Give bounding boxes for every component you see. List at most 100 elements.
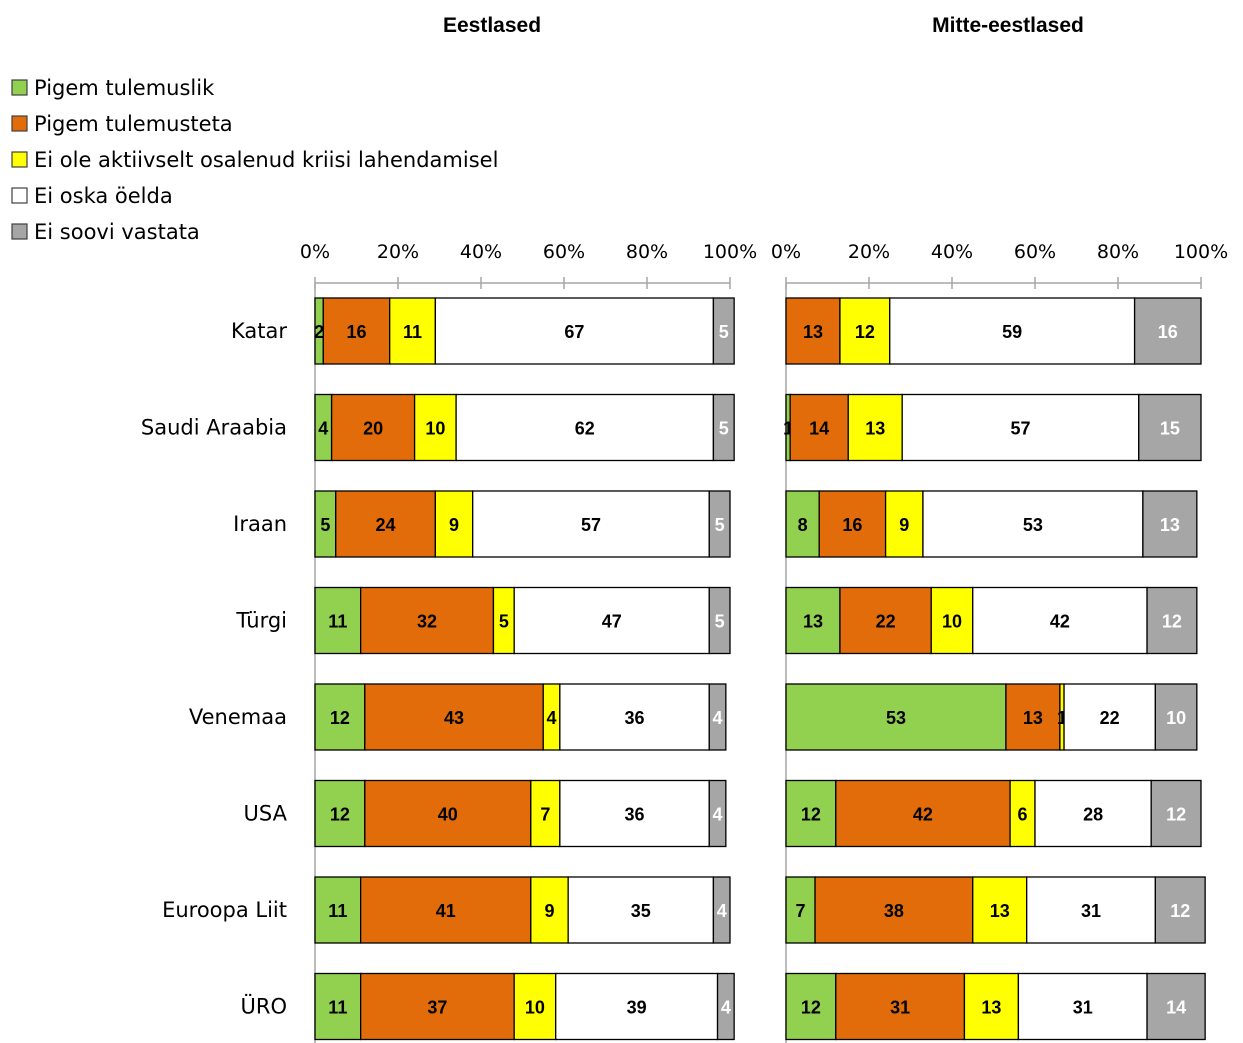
data-label: 16 [842,515,862,535]
category-labels: Katar Saudi Araabia Iraan Türgi Venemaa USA Eu… [141,319,288,1019]
bar-row-katar: 13 12 59 16 [785,297,1202,365]
bar-segment-ei-soovi-vastata [712,393,735,462]
data-label: 37 [427,998,447,1018]
data-label: 20 [363,419,383,439]
data-label: 13 [1160,515,1180,535]
bar-segment-ei-soovi-vastata [712,297,735,365]
data-label: 41 [436,901,456,921]
data-label: 32 [417,612,437,632]
data-label: 47 [602,612,622,632]
bar-segment-pigem-tulemusteta [835,972,966,1041]
data-label: 7 [796,901,806,921]
data-label: 12 [1170,901,1190,921]
data-label: 11 [328,612,347,632]
bar-segment-pigem-tulemuslik [314,586,362,655]
data-label: 36 [625,805,645,825]
data-label: 39 [627,998,647,1018]
bar-segment-ei-oska-oelda [455,393,715,462]
data-label: 16 [346,322,366,342]
bar-segment-ei-soovi-vastata [708,683,727,751]
bar-row-turgi: 11 32 5 47 5 [314,586,731,655]
data-label: 28 [1083,805,1103,825]
data-label: 10 [1166,708,1186,728]
bar-row-usa: 12 40 7 36 4 [314,779,727,848]
data-label: 2 [314,322,324,342]
data-label: 10 [425,419,445,439]
legend: Pigem tulemuslik Pigem tulemusteta Ei ole … [11,76,498,244]
data-label: 31 [890,998,910,1018]
bar-row-iraan: 5 24 9 57 5 [314,490,731,558]
data-label: 1 [783,419,793,439]
data-label: 11 [328,901,347,921]
bar-segment-ei-ole-aktiivselt-osalenud-kriisi-lahendamisel [930,586,974,655]
legend-swatch-pigem-tulemuslik [11,79,28,96]
bar-segment-ei-oska-oelda [555,972,719,1041]
bar-segment-ei-ole-aktiivselt-osalenud-kriisi-lahendamisel [972,876,1028,944]
bar-row-saudi-araabia: 1 14 13 57 15 [783,393,1202,462]
bar-row-euroopa-liit: 11 41 9 35 4 [314,876,731,944]
bar-segment-ei-oska-oelda [1063,683,1157,751]
data-label: 53 [886,708,906,728]
bar-segment-pigem-tulemusteta [814,876,974,944]
data-label: 5 [719,322,729,342]
bar-segment-ei-ole-aktiivselt-osalenud-kriisi-lahendamisel [884,490,924,558]
bar-segment-pigem-tulemusteta [835,779,1011,848]
data-label: 62 [575,419,595,439]
data-label: 13 [990,901,1010,921]
bar-segment-ei-ole-aktiivselt-osalenud-kriisi-lahendamisel [1009,779,1036,848]
bar-segment-pigem-tulemusteta [1005,683,1061,751]
data-label: 42 [913,805,933,825]
legend-swatch-ei-soovi-vastata [11,223,28,240]
data-label: 14 [1166,998,1186,1018]
data-label: 13 [803,612,823,632]
data-label: 11 [328,998,347,1018]
data-label: 5 [715,612,725,632]
data-label: 12 [1166,805,1186,825]
bar-row-turgi: 13 22 10 42 12 [785,586,1198,655]
x-tick-label: 100% [1174,241,1228,263]
x-tick-label: 20% [377,241,419,263]
data-label: 4 [721,998,731,1018]
legend-label-ei-ole-aktiivselt-osalenud-kriisi-lahendamisel: Ei ole aktiivselt osalenud kriisi lahend… [34,148,498,172]
bar-segment-pigem-tulemusteta [364,683,544,751]
data-label: 38 [884,901,904,921]
legend-swatch-pigem-tulemusteta [11,115,28,132]
bar-segment-pigem-tulemuslik [785,586,841,655]
bar-segment-ei-oska-oelda [559,683,710,751]
data-label: 40 [438,805,458,825]
x-tick-label: 40% [931,241,973,263]
bar-segment-ei-ole-aktiivselt-osalenud-kriisi-lahendamisel [839,297,891,365]
bar-segment-ei-oska-oelda [559,779,710,848]
bar-segment-ei-soovi-vastata [1146,586,1198,655]
data-label: 5 [320,515,330,535]
bar-segment-ei-soovi-vastata [716,972,735,1041]
data-label: 5 [499,612,509,632]
category-label-saudi-araabia: Saudi Araabia [141,416,287,440]
data-label: 15 [1160,419,1180,439]
data-label: 57 [581,515,601,535]
data-label: 14 [809,419,829,439]
data-label: 12 [855,322,875,342]
bar-segment-ei-soovi-vastata [1146,972,1206,1041]
bar-segment-ei-ole-aktiivselt-osalenud-kriisi-lahendamisel [963,972,1020,1041]
bar-row-uro: 12 31 13 31 14 [785,972,1206,1041]
bar-row-iraan: 8 16 9 53 13 [785,490,1198,558]
category-label-katar: Katar [231,319,287,343]
bar-segment-pigem-tulemuslik [785,683,1007,751]
data-label: 59 [1002,322,1022,342]
data-label: 13 [803,322,823,342]
legend-label-ei-oska-oelda: Ei oska öelda [34,184,173,208]
bar-segment-ei-ole-aktiivselt-osalenud-kriisi-lahendamisel [530,779,561,848]
data-label: 12 [330,805,350,825]
data-label: 11 [403,322,422,342]
bar-segment-pigem-tulemusteta [839,586,932,655]
bar-row-saudi-araabia: 4 20 10 62 5 [314,393,735,462]
data-label: 12 [801,805,821,825]
legend-label-ei-soovi-vastata: Ei soovi vastata [34,220,200,244]
data-label: 9 [899,515,909,535]
legend-label-pigem-tulemuslik: Pigem tulemuslik [34,76,215,100]
panel-eestlased: Eestlased 0% 20% 40% 60% 80% 100% 2 16 11 67 5 4 20 1… [300,14,757,1043]
bar-segment-ei-soovi-vastata [1154,683,1198,751]
bar-row-usa: 12 42 6 28 12 [785,779,1202,848]
